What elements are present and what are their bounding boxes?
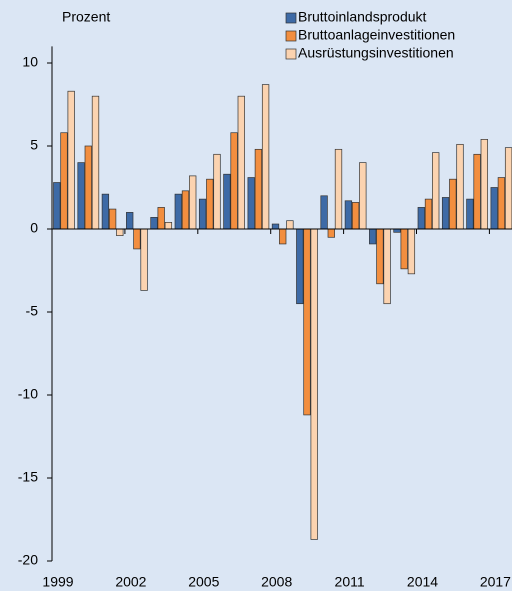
bar — [116, 228, 124, 236]
bar — [303, 228, 311, 416]
bar — [279, 228, 287, 245]
bar — [206, 178, 214, 230]
bar — [351, 202, 360, 230]
bar — [91, 95, 100, 230]
bar — [223, 173, 231, 230]
legend-swatch — [285, 48, 297, 60]
bar — [424, 198, 433, 230]
bar — [230, 132, 238, 230]
bar — [376, 228, 384, 285]
y-tick-label: 10 — [22, 54, 38, 70]
legend-swatch — [285, 30, 297, 42]
bar — [407, 228, 416, 275]
x-tick-label: 2014 — [407, 574, 438, 590]
bar — [150, 217, 158, 230]
bar — [126, 212, 134, 230]
y-tick-label: 5 — [30, 137, 38, 153]
legend-label: Bruttoanlageinvestitionen — [298, 27, 455, 43]
bar — [108, 208, 117, 230]
x-tick-label: 2011 — [335, 574, 365, 590]
bar — [359, 162, 367, 230]
bar — [60, 132, 68, 230]
bar — [77, 162, 85, 230]
bar — [417, 207, 425, 230]
bar — [466, 198, 474, 230]
bar — [497, 177, 506, 230]
bar — [271, 223, 280, 230]
bar — [237, 95, 245, 230]
x-tick-label: 2002 — [115, 574, 146, 590]
bar — [101, 193, 110, 230]
bar — [344, 200, 353, 230]
bar — [164, 222, 173, 230]
x-tick-label: 1999 — [42, 574, 73, 590]
y-axis-label: Prozent — [62, 9, 110, 25]
bar — [286, 220, 294, 230]
y-tick-label: -20 — [18, 552, 38, 568]
bar — [320, 195, 328, 230]
bar — [383, 228, 391, 305]
bar — [181, 190, 190, 230]
bar — [174, 193, 182, 230]
bar — [67, 90, 75, 230]
bar — [198, 198, 207, 230]
bar — [480, 139, 488, 230]
bar — [490, 187, 498, 230]
bar — [504, 147, 512, 230]
bar — [369, 228, 377, 245]
y-tick-label: 0 — [30, 220, 38, 236]
x-tick-label: 2008 — [261, 574, 292, 590]
bar — [400, 228, 408, 270]
bar — [84, 145, 92, 230]
x-tick-label: 2017 — [480, 574, 511, 590]
y-tick-label: -10 — [18, 386, 38, 402]
y-tick-label: -15 — [18, 469, 38, 485]
bar — [441, 197, 450, 230]
bar — [53, 182, 61, 230]
bar — [140, 228, 148, 291]
bar — [189, 175, 197, 230]
legend-swatch — [285, 12, 297, 24]
bar — [213, 153, 221, 230]
y-tick-label: -5 — [26, 303, 39, 319]
legend-label: Ausrüstungsinvestitionen — [298, 45, 454, 61]
bar — [157, 207, 165, 230]
bar — [432, 152, 440, 230]
bar — [247, 177, 255, 230]
legend-label: Bruttoinlandsprodukt — [298, 9, 427, 25]
bar — [456, 143, 464, 230]
bar — [133, 228, 141, 250]
x-tick-label: 2005 — [188, 574, 219, 590]
bar — [473, 153, 481, 230]
bar — [327, 228, 335, 238]
bar — [334, 148, 343, 230]
bar — [449, 178, 457, 230]
bar — [261, 84, 270, 230]
bar — [296, 228, 304, 305]
bar — [254, 148, 263, 230]
bar — [310, 228, 318, 540]
